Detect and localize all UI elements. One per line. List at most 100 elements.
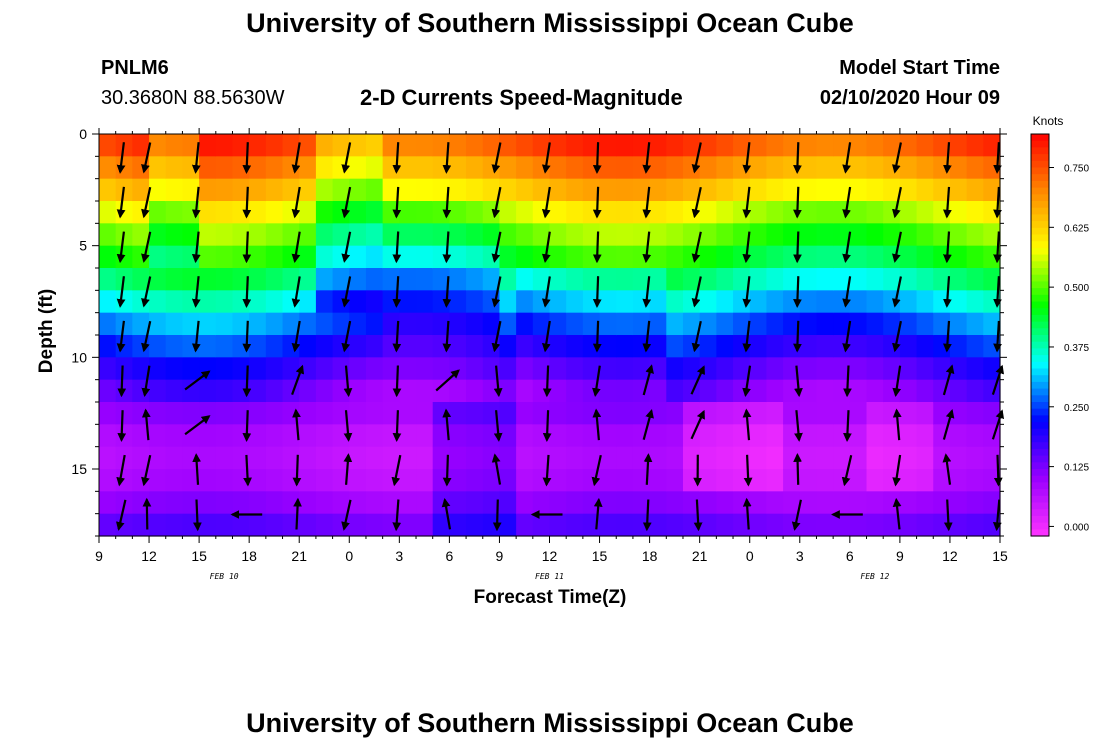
heatmap-cell	[365, 469, 384, 492]
heatmap-cell	[716, 245, 734, 269]
heatmap-cell	[149, 357, 167, 381]
heatmap-cell	[582, 446, 601, 470]
heatmap-cell	[582, 402, 601, 425]
heatmap-cell	[949, 134, 968, 157]
heatmap-cell	[682, 402, 701, 425]
current-vector-arrow	[291, 364, 305, 395]
heatmap-cell	[866, 201, 884, 224]
current-vector-arrow	[292, 454, 302, 487]
heatmap-cell	[249, 178, 267, 202]
heatmap-cell	[399, 134, 417, 157]
heatmap-cell	[466, 134, 484, 157]
heatmap-cell	[449, 513, 467, 537]
heatmap-cell	[866, 223, 884, 247]
heatmap-cell	[966, 134, 984, 157]
heatmap-cell	[99, 402, 117, 425]
colorbar-segment	[1031, 314, 1049, 323]
heatmap-cell	[783, 491, 801, 515]
current-vector-arrow	[942, 453, 952, 485]
heatmap-cell	[549, 424, 567, 448]
heatmap-cell	[299, 491, 317, 515]
heatmap-cell	[99, 469, 117, 492]
heatmap-cell	[449, 424, 467, 448]
heatmap-cell	[566, 491, 584, 515]
heatmap-cell	[866, 290, 884, 314]
heatmap-cell	[165, 245, 184, 269]
heatmap-cell	[315, 245, 334, 269]
x-tick-label: 15	[191, 548, 207, 564]
current-vector-arrow	[541, 231, 551, 264]
current-vector-arrow	[793, 276, 802, 308]
heatmap-cell	[666, 245, 684, 269]
current-vector-arrow	[891, 231, 902, 263]
colorbar-segment	[1031, 167, 1049, 175]
colorbar-segment	[1031, 254, 1049, 262]
heatmap-cell	[149, 513, 167, 537]
heatmap-cell	[349, 469, 367, 492]
heatmap-cell	[582, 513, 601, 537]
heatmap-cell	[899, 491, 918, 515]
heatmap-cell	[265, 201, 284, 224]
heatmap-cell	[766, 156, 784, 180]
colorbar-segment	[1031, 482, 1049, 490]
heatmap-cell	[199, 335, 217, 358]
heatmap-cell	[249, 312, 267, 336]
heatmap-cell	[566, 357, 584, 381]
heatmap-cell	[549, 290, 567, 314]
current-vector-arrow	[293, 497, 302, 530]
heatmap-cell	[149, 312, 167, 336]
current-vector-arrow	[691, 276, 702, 308]
heatmap-cell	[315, 223, 334, 247]
colorbar-segment	[1031, 274, 1049, 282]
colorbar-segment	[1031, 375, 1049, 383]
heatmap-cell	[799, 290, 818, 314]
heatmap-cell	[816, 357, 834, 381]
heatmap-cell	[466, 491, 484, 515]
heatmap-cell	[399, 469, 417, 492]
heatmap-cell	[232, 134, 250, 157]
heatmap-cell	[666, 335, 684, 358]
heatmap-cell	[699, 312, 717, 336]
current-vector-arrow	[242, 142, 252, 174]
heatmap-cell	[716, 223, 734, 247]
heatmap-cell	[799, 178, 818, 202]
current-vector-arrow	[392, 410, 402, 442]
heatmap-cell	[816, 178, 834, 202]
heatmap-cell	[549, 513, 567, 537]
heatmap-cell	[466, 312, 484, 336]
heatmap-cell	[682, 424, 701, 448]
heatmap-cell	[182, 223, 200, 247]
colorbar: 0.000 0.125 0.250 0.375 0.500 0.625 0.750	[1030, 133, 1089, 537]
heatmap-cell	[566, 335, 584, 358]
heatmap-cell	[215, 335, 234, 358]
heatmap-cell	[532, 513, 551, 537]
heatmap-cell	[966, 446, 984, 470]
heatmap-cell	[499, 290, 517, 314]
x-tick-label: 0	[345, 548, 353, 564]
heatmap-cell	[649, 223, 667, 247]
station-coordinates: 30.3680N 88.5630W	[101, 87, 285, 109]
heatmap-cell	[966, 201, 984, 224]
heatmap-cell	[516, 178, 534, 202]
heatmap-cell	[232, 491, 250, 515]
current-vector-arrow	[392, 320, 402, 353]
current-vector-arrow	[341, 320, 352, 353]
heatmap-cell	[249, 424, 267, 448]
heatmap-cell	[215, 446, 234, 470]
heatmap-cell	[349, 201, 367, 224]
heatmap-cell	[182, 134, 200, 157]
current-vector-arrow	[942, 364, 955, 396]
heatmap-cell	[132, 357, 150, 381]
heatmap-cell	[232, 268, 250, 291]
current-vector-arrow	[943, 499, 953, 532]
current-vector-arrow	[842, 276, 852, 308]
heatmap-cell	[682, 446, 701, 470]
heatmap-cell	[699, 335, 717, 358]
current-vector-arrow	[392, 499, 402, 532]
heatmap-cell	[365, 357, 384, 381]
heatmap-cell	[299, 156, 317, 180]
x-tick-label: 6	[445, 548, 453, 564]
heatmap-cell	[282, 312, 300, 336]
heatmap-cell	[666, 134, 684, 157]
current-vector-arrow	[592, 408, 602, 441]
